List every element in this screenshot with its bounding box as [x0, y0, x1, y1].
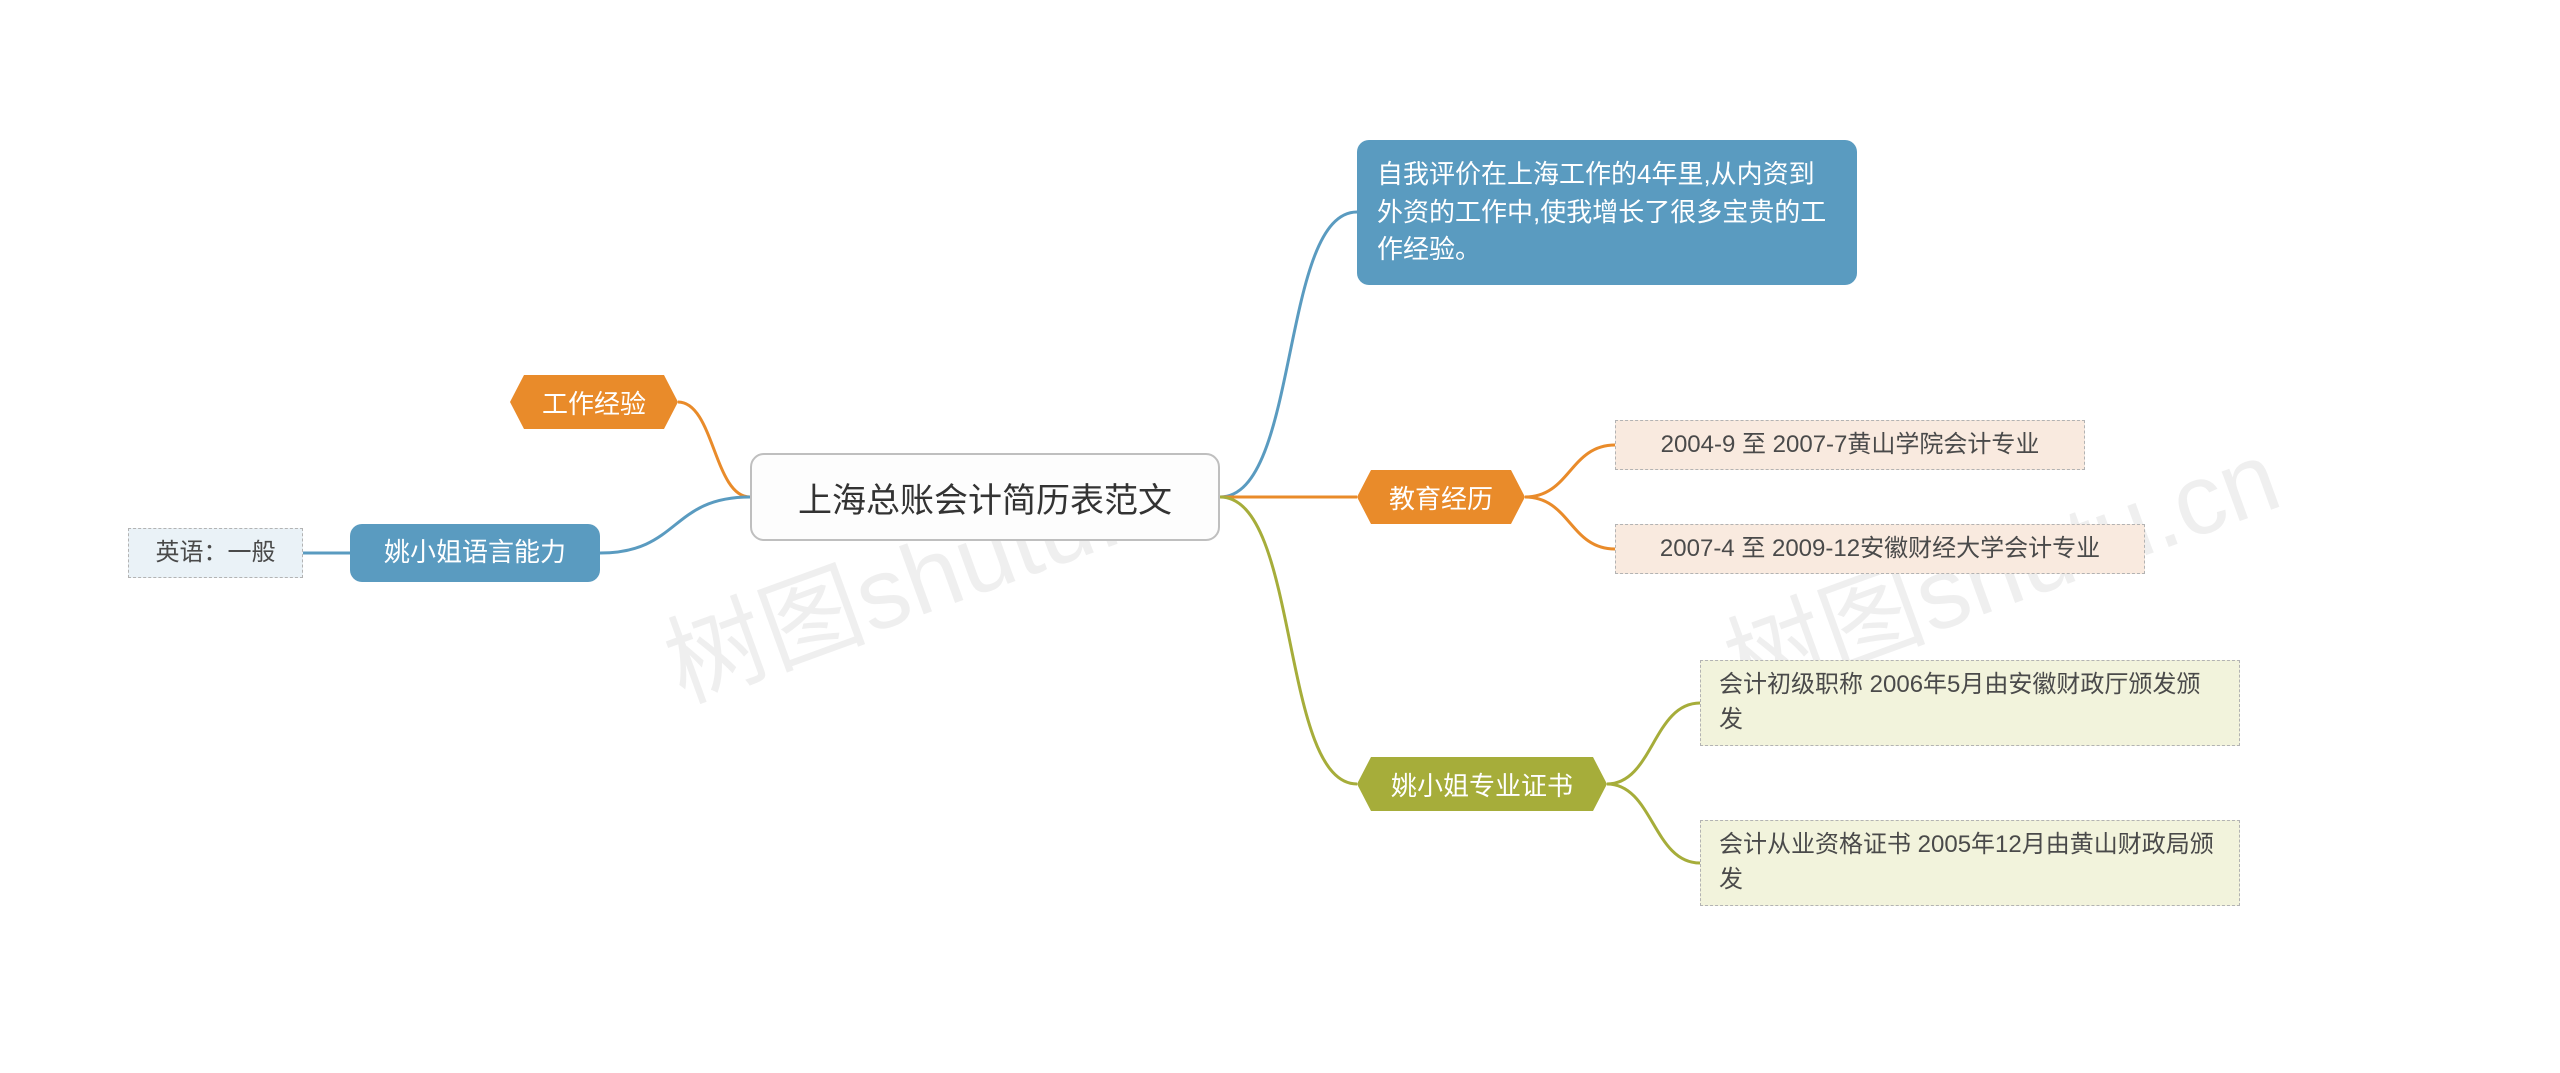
node-certificates[interactable]: 姚小姐专业证书 [1357, 757, 1607, 811]
leaf-education-2[interactable]: 2007-4 至 2009-12安徽财经大学会计专业 [1615, 524, 2145, 574]
node-education[interactable]: 教育经历 [1357, 470, 1525, 524]
leaf-education-1[interactable]: 2004-9 至 2007-7黄山学院会计专业 [1615, 420, 2085, 470]
root-node[interactable]: 上海总账会计简历表范文 [750, 453, 1220, 541]
node-self-evaluation[interactable]: 自我评价在上海工作的4年里,从内资到外资的工作中,使我增长了很多宝贵的工作经验。 [1357, 140, 1857, 285]
node-language-ability[interactable]: 姚小姐语言能力 [350, 524, 600, 582]
leaf-certificate-1[interactable]: 会计初级职称 2006年5月由安徽财政厅颁发颁发 [1700, 660, 2240, 746]
leaf-certificate-2[interactable]: 会计从业资格证书 2005年12月由黄山财政局颁发 [1700, 820, 2240, 906]
leaf-english-level[interactable]: 英语：一般 [128, 528, 303, 578]
node-work-experience[interactable]: 工作经验 [510, 375, 678, 429]
watermark: 树图shutu.cn [643, 396, 1236, 730]
